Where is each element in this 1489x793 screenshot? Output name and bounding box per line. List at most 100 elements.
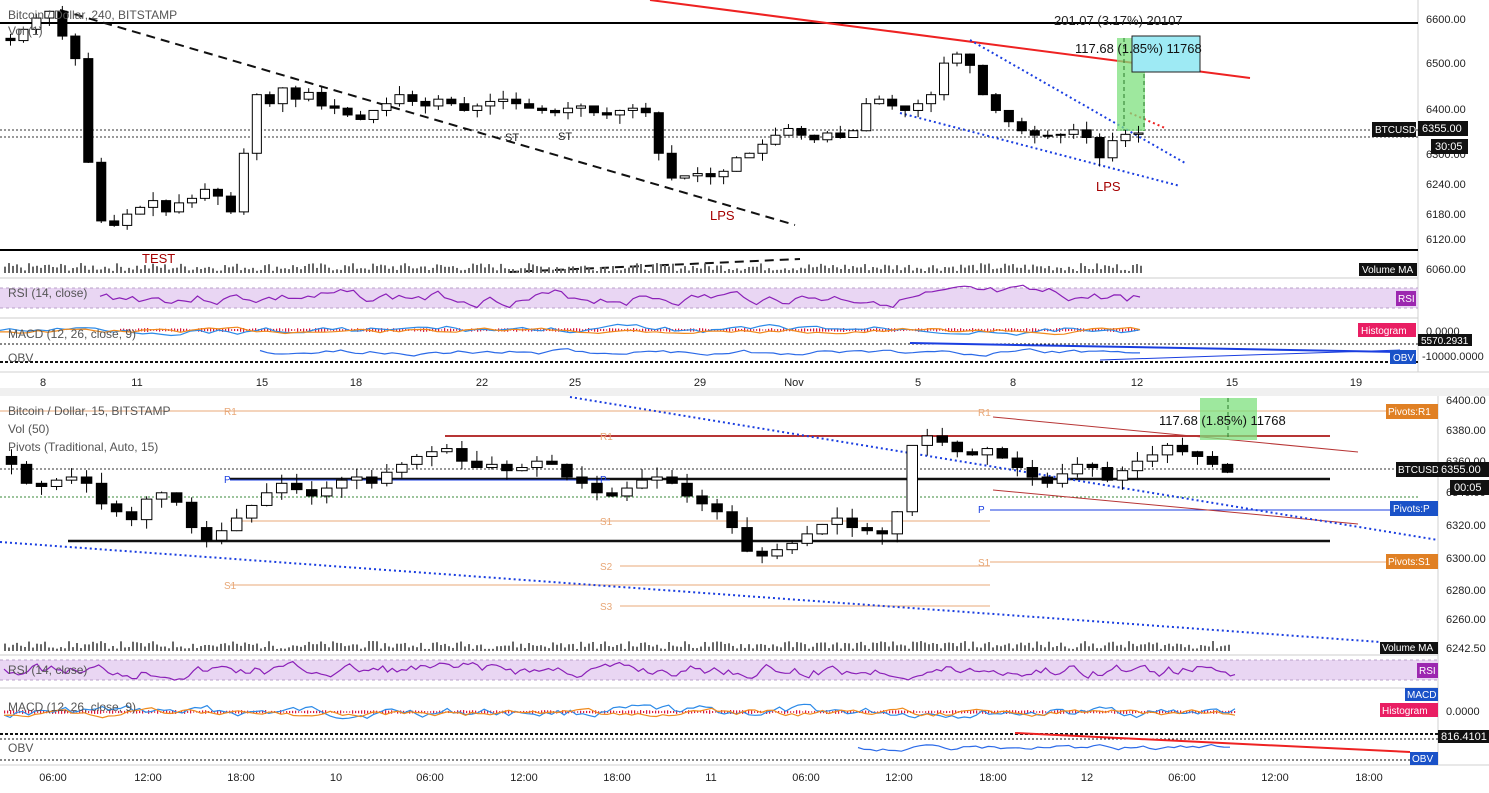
bottom-red-channel-upper <box>992 416 1359 453</box>
bottom-pivot-s1-label-right: S1 <box>978 558 991 569</box>
histogram-bar <box>324 328 326 332</box>
top-black-dashed-trendline <box>59 9 796 226</box>
bottom-price-badge-text: 6355.00 <box>1441 464 1481 476</box>
volume-bar <box>1112 267 1114 273</box>
volume-bar <box>1108 265 1110 273</box>
histogram-bar <box>1038 329 1040 331</box>
volume-bar <box>332 641 334 651</box>
volume-bar <box>260 648 262 651</box>
histogram-bar <box>738 328 740 332</box>
volume-bar <box>512 641 514 651</box>
bottom-blue-dotted-upper <box>569 396 1439 541</box>
volume-bar <box>84 265 86 273</box>
histogram-bar <box>103 711 105 713</box>
time-axis-tick: 15 <box>1226 377 1238 389</box>
candle-body <box>420 100 431 107</box>
histogram-bar <box>1135 710 1137 714</box>
volume-bar <box>364 268 366 273</box>
volume-bar <box>792 647 794 651</box>
volume-bar <box>800 642 802 651</box>
histogram-bar <box>867 328 869 332</box>
volume-bar <box>44 641 46 651</box>
candle-body <box>726 511 738 529</box>
candle-body <box>692 173 703 177</box>
histogram-bar <box>664 710 666 714</box>
volume-bar <box>456 267 458 273</box>
volume-bar <box>296 645 298 651</box>
volume-bar <box>24 270 26 273</box>
volume-bar <box>872 267 874 273</box>
histogram-bar <box>487 710 489 714</box>
volume-bar <box>616 270 618 273</box>
volume-bar <box>828 648 830 651</box>
volume-bar <box>884 264 886 273</box>
volume-bar <box>1004 263 1006 273</box>
volume-bar <box>276 648 278 651</box>
histogram-bar <box>1162 710 1164 714</box>
histogram-bar <box>157 710 159 714</box>
histogram-bar <box>753 329 755 331</box>
volume-bar <box>56 267 58 273</box>
histogram-bar <box>288 328 290 332</box>
volume-bar <box>232 641 234 651</box>
histogram-bar <box>370 710 372 714</box>
volume-bar <box>280 268 282 273</box>
volume-bar <box>832 644 834 651</box>
top-obv-value: -10000.0000 <box>1422 351 1484 363</box>
candle-body <box>636 479 648 489</box>
histogram-bar <box>580 710 582 714</box>
candle-body <box>501 463 513 472</box>
bottom-blue-dotted-lower <box>0 541 1381 643</box>
candle-body <box>977 64 988 96</box>
histogram-bar <box>100 710 102 714</box>
volume-bar <box>28 263 30 273</box>
histogram-bar <box>129 328 131 332</box>
candle-body <box>212 188 223 197</box>
volume-bar <box>476 645 478 651</box>
histogram-bar <box>780 329 782 331</box>
time-axis-tick: 15 <box>256 377 268 389</box>
volume-bar <box>24 647 26 651</box>
candle-body <box>185 501 198 529</box>
candle-body <box>277 87 288 105</box>
volume-bar <box>184 266 186 273</box>
histogram-bar <box>825 328 827 332</box>
volume-bar <box>136 265 138 273</box>
candle-body <box>186 197 198 204</box>
volume-bar <box>180 263 182 273</box>
histogram-bar <box>778 710 780 714</box>
volume-bar <box>608 270 610 273</box>
histogram-bar <box>532 710 534 714</box>
volume-bar <box>40 267 42 273</box>
histogram-bar <box>216 328 218 332</box>
volume-bar <box>1076 647 1078 651</box>
bottom-volume-ma-text: Volume MA <box>1382 643 1433 654</box>
histogram-bar <box>237 328 239 332</box>
histogram-bar <box>234 328 236 332</box>
volume-bar <box>404 642 406 651</box>
volume-bar <box>792 268 794 273</box>
candle-body <box>5 455 18 465</box>
histogram-bar <box>861 328 863 332</box>
volume-bar <box>72 647 74 651</box>
histogram-bar <box>435 328 437 332</box>
volume-bar <box>1116 645 1118 651</box>
histogram-bar <box>613 710 615 714</box>
candle-body <box>822 132 833 141</box>
volume-bar <box>300 269 302 273</box>
annotation-st-2: ST <box>558 131 572 143</box>
volume-bar <box>508 269 510 273</box>
histogram-bar <box>276 328 278 332</box>
histogram-bar <box>1093 710 1095 714</box>
volume-bar <box>192 269 194 273</box>
volume-bar <box>1056 646 1058 651</box>
volume-bar <box>820 263 822 273</box>
time-axis-tick: 11 <box>131 377 142 389</box>
time-axis-tick: 25 <box>569 377 581 389</box>
histogram-bar <box>652 710 654 714</box>
volume-bar <box>208 644 210 651</box>
volume-bar <box>220 643 222 651</box>
histogram-bar <box>724 710 726 714</box>
volume-bar <box>936 268 938 273</box>
volume-bar <box>732 270 734 273</box>
